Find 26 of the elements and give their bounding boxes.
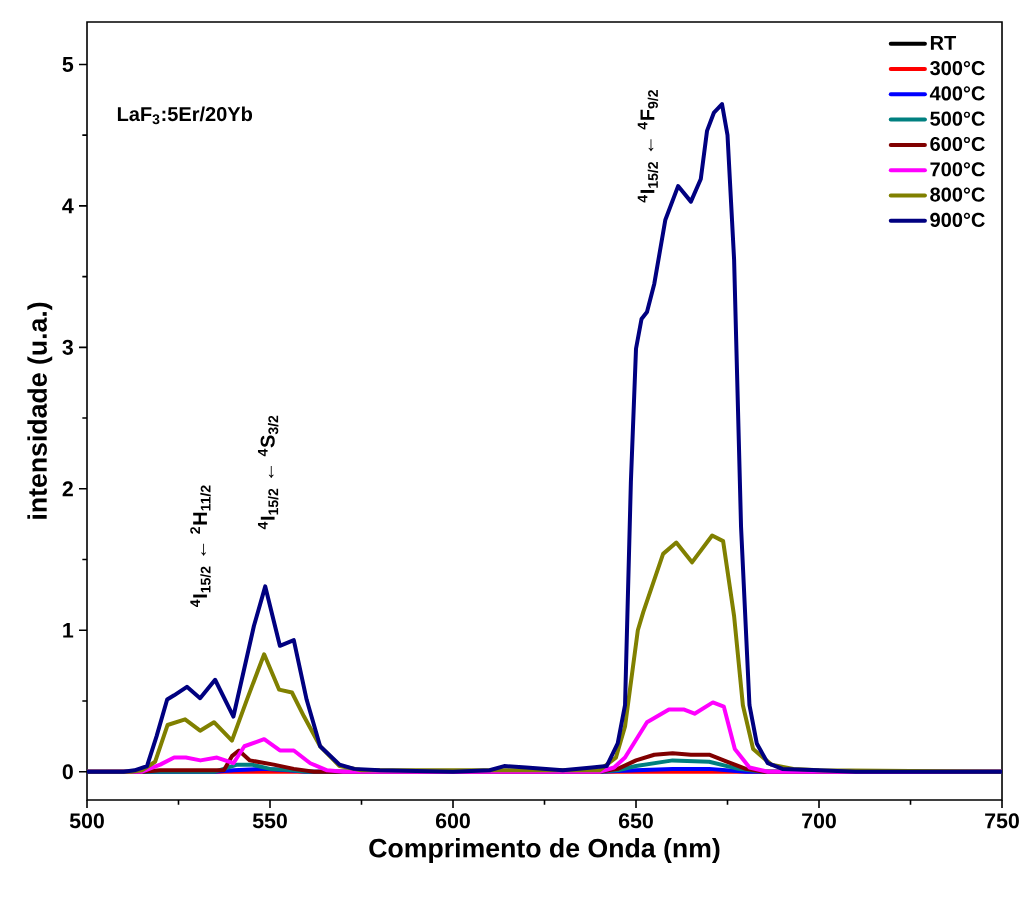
y-axis-title: intensidade (u.a.) xyxy=(27,302,53,519)
y-tick-label: 0 xyxy=(62,764,73,780)
y-tick-label: 1 xyxy=(63,622,74,638)
legend-label: 300°C xyxy=(930,61,985,76)
legend-label: 800°C xyxy=(930,187,985,202)
annotation: $^{4}$I$_{15/2}$ ← $^{2}$H$_{11/2}$ xyxy=(190,485,211,608)
x-tick-label: 500 xyxy=(69,813,104,829)
x-tick-label: 650 xyxy=(618,813,653,829)
legend-label: 600°C xyxy=(930,136,985,152)
legend-label: 500°C xyxy=(930,111,985,126)
x-tick-label: 700 xyxy=(802,813,836,829)
y-tick-label: 4 xyxy=(62,198,74,214)
y-tick-label: 3 xyxy=(62,339,73,355)
legend-label: 400°C xyxy=(929,86,985,101)
annotation: $^{4}$I$_{15/2}$ ← $^{4}$S$_{3/2}$ xyxy=(257,415,279,530)
x-tick-label: 600 xyxy=(435,813,470,829)
legend-label: RT xyxy=(930,35,957,50)
annotation: LaF$_{3}$:5Er/20Yb xyxy=(117,106,253,125)
x-tick-label: 550 xyxy=(252,813,287,829)
y-tick-label: 5 xyxy=(62,56,74,72)
y-tick-label: 2 xyxy=(62,481,73,497)
annotation: $^{4}$I$_{15/2}$ ← $^{4}$F$_{9/2}$ xyxy=(637,90,659,203)
x-axis-title: Comprimento de Onda (nm) xyxy=(369,838,720,863)
legend-label: 900°C xyxy=(930,212,985,227)
legend-label: 700°C xyxy=(930,162,985,177)
x-tick-label: 750 xyxy=(985,813,1019,829)
